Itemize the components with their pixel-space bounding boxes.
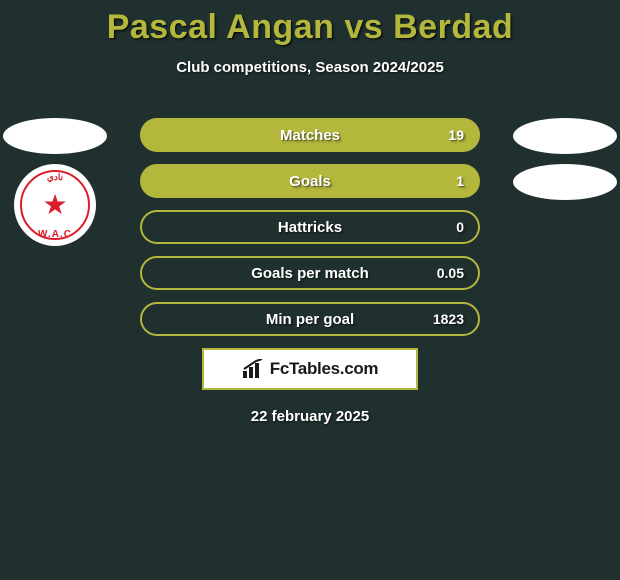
stat-bar: Hattricks 0: [140, 210, 480, 244]
player-left-club-logo: نادي ★ W.A.C: [14, 164, 96, 246]
date-text: 22 february 2025: [0, 408, 620, 425]
stat-value: 1823: [433, 311, 464, 327]
stat-value: 0.05: [437, 265, 464, 281]
page-title: Pascal Angan vs Berdad: [0, 0, 620, 47]
chart-icon: [242, 359, 264, 379]
page-subtitle: Club competitions, Season 2024/2025: [0, 59, 620, 76]
stat-label: Hattricks: [278, 219, 342, 236]
stat-label: Min per goal: [266, 311, 354, 328]
stat-value: 0: [456, 219, 464, 235]
club-logo-text-bottom: W.A.C: [38, 229, 72, 240]
right-player-column: [510, 118, 620, 210]
stat-bar: Min per goal 1823: [140, 302, 480, 336]
club-logo-star-icon: ★: [42, 191, 67, 219]
brand-text: FcTables.com: [270, 359, 379, 379]
stat-label: Goals per match: [251, 265, 369, 282]
stat-bar: Matches 19: [140, 118, 480, 152]
stat-value: 1: [456, 173, 464, 189]
player-right-club-placeholder: [513, 164, 617, 200]
club-logo-text-top: نادي: [47, 172, 63, 183]
player-left-avatar-placeholder: [3, 118, 107, 154]
left-player-column: نادي ★ W.A.C: [0, 118, 110, 246]
stats-bars: Matches 19 Goals 1 Hattricks 0 Goals per…: [140, 118, 480, 336]
content-area: نادي ★ W.A.C Matches 19 Goals 1 Hattrick…: [0, 118, 620, 425]
stat-bar: Goals 1: [140, 164, 480, 198]
stat-label: Goals: [289, 173, 331, 190]
brand-badge: FcTables.com: [202, 348, 418, 390]
page-root: Pascal Angan vs Berdad Club competitions…: [0, 0, 620, 580]
player-right-avatar-placeholder: [513, 118, 617, 154]
stat-value: 19: [448, 127, 464, 143]
stat-bar: Goals per match 0.05: [140, 256, 480, 290]
stat-label: Matches: [280, 127, 340, 144]
